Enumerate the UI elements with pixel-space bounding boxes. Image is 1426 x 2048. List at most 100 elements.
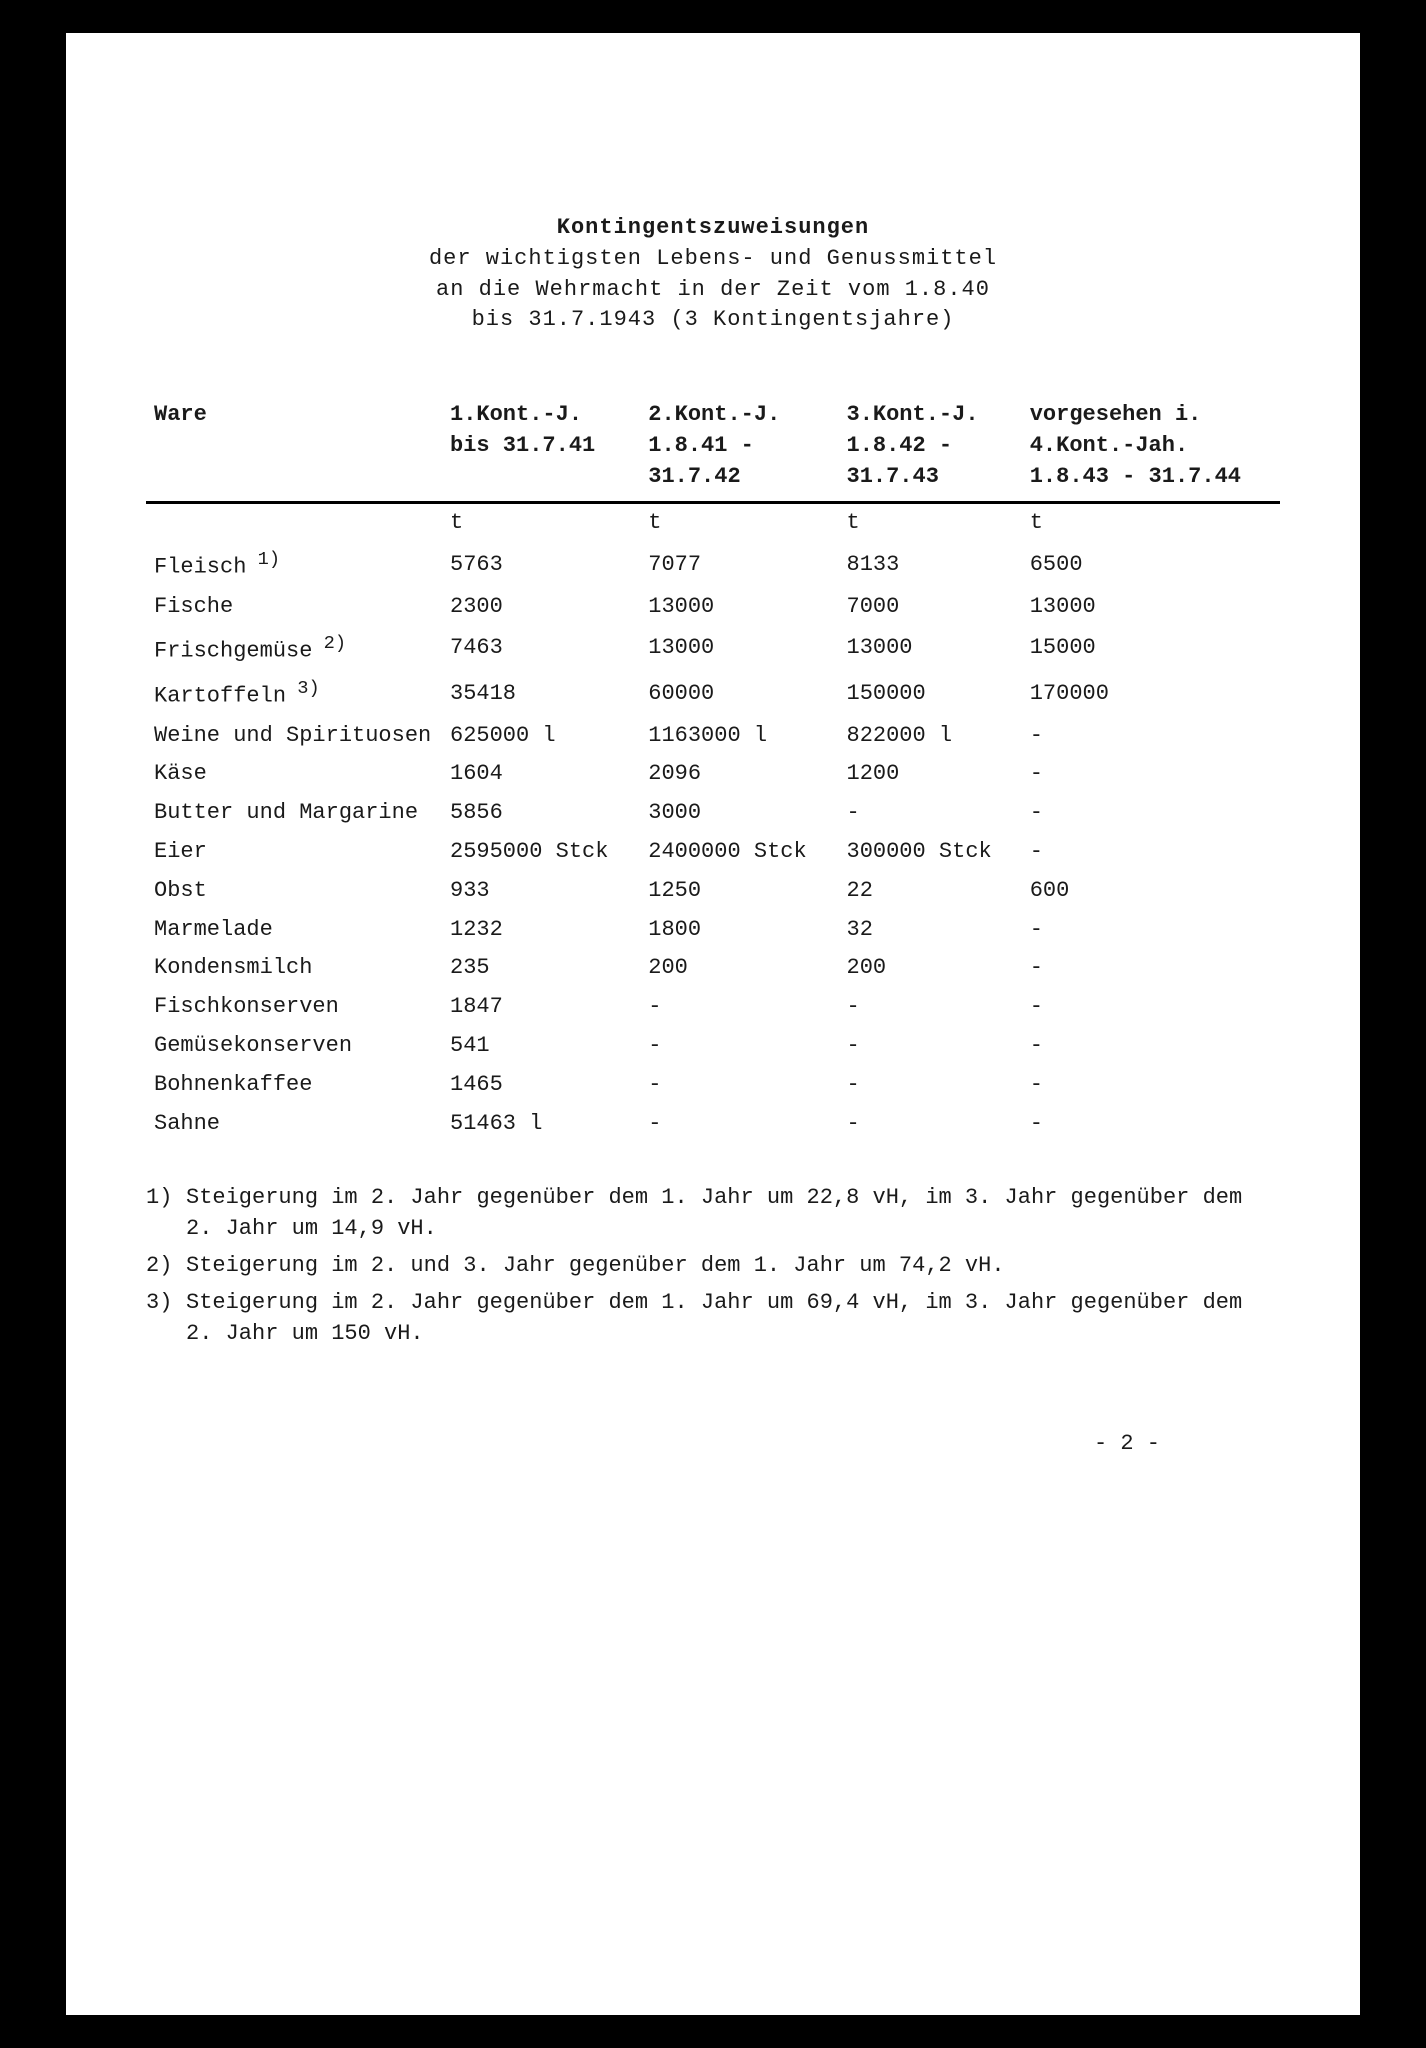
value-cell: - (839, 1105, 1022, 1144)
value-cell: 200 (640, 949, 838, 988)
unit-cell: t (1022, 502, 1280, 542)
unit-row: t t t t (146, 502, 1280, 542)
value-cell: 51463 l (442, 1105, 640, 1144)
ware-cell: Sahne (146, 1105, 442, 1144)
value-cell: 1200 (839, 755, 1022, 794)
value-cell: - (1022, 755, 1280, 794)
value-cell: 2595000 Stck (442, 833, 640, 872)
subtitle-line: bis 31.7.1943 (3 Kontingentsjahre) (146, 305, 1280, 336)
value-cell: - (1022, 1066, 1280, 1105)
value-cell: 600 (1022, 872, 1280, 911)
table-row: Kartoffeln 3)3541860000150000170000 (146, 671, 1280, 716)
value-cell: - (839, 1027, 1022, 1066)
col-label: 1.8.41 - (648, 433, 754, 458)
col-year3: 3.Kont.-J. 1.8.42 - 31.7.43 (839, 396, 1022, 502)
value-cell: 8133 (839, 542, 1022, 587)
table-row: Fischkonserven1847--- (146, 988, 1280, 1027)
subtitle-line: an die Wehrmacht in der Zeit vom 1.8.40 (146, 275, 1280, 306)
value-cell: - (1022, 833, 1280, 872)
footnote-marker: 3) (146, 1288, 186, 1350)
col-label: vorgesehen i. (1030, 402, 1202, 427)
unit-cell (146, 502, 442, 542)
ware-cell: Frischgemüse 2) (146, 626, 442, 671)
unit-cell: t (442, 502, 640, 542)
unit-cell: t (839, 502, 1022, 542)
footnote-text: Steigerung im 2. Jahr gegenüber dem 1. J… (186, 1183, 1280, 1245)
footnote-ref: 3) (286, 677, 320, 699)
ware-cell: Käse (146, 755, 442, 794)
value-cell: 13000 (640, 588, 838, 627)
table-row: Eier2595000 Stck2400000 Stck300000 Stck- (146, 833, 1280, 872)
table-row: Obst933125022600 (146, 872, 1280, 911)
ware-cell: Kartoffeln 3) (146, 671, 442, 716)
value-cell: 1847 (442, 988, 640, 1027)
ware-cell: Weine und Spirituosen (146, 717, 442, 756)
value-cell: 170000 (1022, 671, 1280, 716)
value-cell: - (1022, 988, 1280, 1027)
col-label: 1.Kont.-J. (450, 402, 582, 427)
title: Kontingentszuweisungen (146, 213, 1280, 244)
value-cell: - (1022, 1027, 1280, 1066)
col-label: 2.Kont.-J. (648, 402, 780, 427)
col-year4: vorgesehen i. 4.Kont.-Jah. 1.8.43 - 31.7… (1022, 396, 1280, 502)
value-cell: 625000 l (442, 717, 640, 756)
table-row: Weine und Spirituosen625000 l1163000 l82… (146, 717, 1280, 756)
table-row: Sahne51463 l--- (146, 1105, 1280, 1144)
value-cell: 150000 (839, 671, 1022, 716)
value-cell: 60000 (640, 671, 838, 716)
value-cell: 822000 l (839, 717, 1022, 756)
value-cell: 13000 (640, 626, 838, 671)
value-cell: 933 (442, 872, 640, 911)
value-cell: - (640, 988, 838, 1027)
value-cell: 2300 (442, 588, 640, 627)
table-row: Käse160420961200- (146, 755, 1280, 794)
value-cell: 32 (839, 911, 1022, 950)
value-cell: - (640, 1066, 838, 1105)
ware-cell: Kondensmilch (146, 949, 442, 988)
ware-cell: Fleisch 1) (146, 542, 442, 587)
value-cell: 6500 (1022, 542, 1280, 587)
footnote: 1)Steigerung im 2. Jahr gegenüber dem 1.… (146, 1183, 1280, 1245)
col-label: 1.8.43 - 31.7.44 (1030, 464, 1241, 489)
page-number: - 2 - (146, 1429, 1280, 1460)
value-cell: 5856 (442, 794, 640, 833)
value-cell: 2400000 Stck (640, 833, 838, 872)
value-cell: - (640, 1105, 838, 1144)
value-cell: 1232 (442, 911, 640, 950)
ware-cell: Gemüsekonserven (146, 1027, 442, 1066)
allocations-table: Ware 1.Kont.-J. bis 31.7.41 2.Kont.-J. 1… (146, 396, 1280, 1143)
table-row: Marmelade1232180032- (146, 911, 1280, 950)
col-label: bis 31.7.41 (450, 433, 595, 458)
value-cell: 1465 (442, 1066, 640, 1105)
value-cell: - (839, 1066, 1022, 1105)
value-cell: - (1022, 911, 1280, 950)
value-cell: 7077 (640, 542, 838, 587)
table-row: Gemüsekonserven541--- (146, 1027, 1280, 1066)
unit-cell: t (640, 502, 838, 542)
col-label: 4.Kont.-Jah. (1030, 433, 1188, 458)
value-cell: - (839, 794, 1022, 833)
footnote-marker: 1) (146, 1183, 186, 1245)
value-cell: 541 (442, 1027, 640, 1066)
value-cell: 3000 (640, 794, 838, 833)
value-cell: 7463 (442, 626, 640, 671)
document-header: Kontingentszuweisungen der wichtigsten L… (146, 213, 1280, 336)
col-label: Ware (154, 402, 207, 427)
value-cell: 300000 Stck (839, 833, 1022, 872)
value-cell: 13000 (839, 626, 1022, 671)
value-cell: 1800 (640, 911, 838, 950)
table-header: Ware 1.Kont.-J. bis 31.7.41 2.Kont.-J. 1… (146, 396, 1280, 502)
value-cell: 13000 (1022, 588, 1280, 627)
value-cell: 5763 (442, 542, 640, 587)
subtitle-line: der wichtigsten Lebens- und Genussmittel (146, 244, 1280, 275)
value-cell: 35418 (442, 671, 640, 716)
value-cell: 235 (442, 949, 640, 988)
value-cell: 1604 (442, 755, 640, 794)
col-label: 1.8.42 - (847, 433, 953, 458)
footnote-text: Steigerung im 2. Jahr gegenüber dem 1. J… (186, 1288, 1280, 1350)
table-row: Bohnenkaffee1465--- (146, 1066, 1280, 1105)
value-cell: - (1022, 1105, 1280, 1144)
table-row: Fische230013000700013000 (146, 588, 1280, 627)
value-cell: 15000 (1022, 626, 1280, 671)
table-body: t t t t Fleisch 1)5763707781336500Fische… (146, 502, 1280, 1143)
